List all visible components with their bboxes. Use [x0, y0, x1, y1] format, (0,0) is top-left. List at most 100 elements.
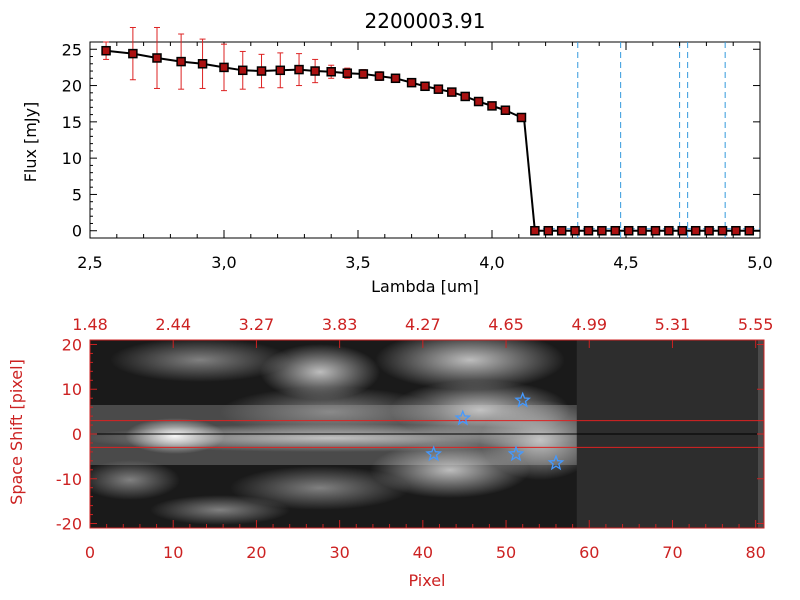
blob: [230, 466, 410, 510]
data-point: [570, 225, 580, 236]
data-point: [583, 225, 594, 236]
blob: [370, 442, 530, 498]
data-point: [406, 77, 417, 88]
top-tick-label: 4.65: [488, 315, 524, 334]
bottom-y-axis: -20 -10 0 10 20: [56, 335, 764, 534]
data-point: [219, 62, 229, 73]
top-y-axis-label: Flux [mJy]: [21, 102, 40, 183]
data-point: [664, 225, 674, 236]
reference-lines: [90, 420, 764, 448]
blob: [260, 344, 380, 400]
star-marker: [425, 445, 442, 462]
blob: [150, 495, 290, 525]
top-chart: 2200003.91 0 5 10 15 20 25 2,5 3,0 3,5 4,0 4,5 5,0…: [21, 9, 773, 296]
data-point: [358, 69, 369, 79]
x-tick-label: 0: [85, 543, 95, 562]
y-tick-label: 0: [72, 425, 82, 444]
data-point: [390, 73, 401, 84]
star-marker: [507, 445, 525, 462]
flux-line: [105, 49, 522, 119]
top-tick-label: 5.55: [738, 315, 774, 334]
data-point: [487, 101, 497, 111]
data-point: [447, 87, 457, 97]
data-point: [500, 105, 511, 115]
dashed-lines: [577, 42, 726, 238]
star-marker: [514, 391, 531, 408]
data-point: [650, 225, 661, 236]
blob: [375, 340, 565, 390]
top-tick-label: 2.44: [155, 315, 191, 334]
data-point: [623, 225, 634, 236]
data-point: [433, 84, 444, 94]
y-tick-label: 20: [62, 335, 82, 354]
x-tick-label: 60: [579, 543, 599, 562]
x-tick-label: 20: [246, 543, 266, 562]
blob: [110, 340, 290, 382]
x-tick-label: 4,0: [479, 253, 504, 272]
data-point: [543, 225, 554, 236]
data-point: [342, 68, 353, 78]
x-tick-label: 3,5: [345, 253, 370, 272]
x-tick-label: 5,0: [747, 253, 772, 272]
star-marker: [454, 409, 472, 426]
bottom-chart: -20 -10 0 10 20 0 10 20 30 40 50 60 70 80 1.48 2.44 3.…: [7, 315, 773, 590]
x-tick-label: 70: [662, 543, 682, 562]
data-point: [256, 66, 267, 76]
flux-drop-line: [523, 119, 536, 231]
star-markers: [425, 391, 565, 471]
x-tick-label: 30: [329, 543, 349, 562]
data-point: [420, 81, 430, 92]
data-point: [310, 66, 320, 76]
top-x-axis: 2,5 3,0 3,5 4,0 4,5 5,0: [77, 42, 773, 272]
data-point: [516, 112, 527, 123]
y-tick-label: 25: [62, 40, 82, 59]
top-tick-label: 1.48: [72, 315, 108, 334]
data-point: [717, 225, 728, 236]
y-tick-label: 10: [62, 380, 82, 399]
bottom-top-axis: 1.48 2.44 3.27 3.83 4.27 4.65 4.99 5.31 5.55: [72, 315, 773, 348]
y-tick-label: -10: [56, 470, 82, 489]
data-point: [128, 48, 138, 59]
bottom-x-axis-label: Pixel: [408, 571, 445, 590]
data-point: [152, 53, 162, 63]
y-tick-label: 15: [62, 113, 82, 132]
top-x-axis-label: Lambda [um]: [371, 277, 479, 296]
flux-series: [101, 26, 760, 236]
x-tick-label: 40: [413, 543, 433, 562]
data-point: [704, 225, 714, 236]
top-chart-title: 2200003.91: [365, 9, 486, 33]
top-tick-label: 4.27: [405, 315, 441, 334]
data-point: [637, 225, 647, 236]
top-tick-label: 5.31: [655, 315, 691, 334]
data-point: [460, 91, 470, 102]
data-point: [374, 71, 385, 81]
x-tick-label: 4,5: [613, 253, 638, 272]
data-point: [275, 65, 286, 76]
data-point: [530, 225, 540, 236]
data-point: [197, 59, 208, 69]
data-point: [731, 225, 741, 236]
bottom-y-axis-label: Space Shift [pixel]: [7, 359, 26, 505]
star-marker: [547, 454, 565, 471]
spectrum-image: [90, 340, 764, 528]
data-point: [473, 96, 484, 107]
data-point: [677, 225, 688, 236]
data-point: [326, 67, 336, 77]
y-tick-label: 5: [72, 185, 82, 204]
x-tick-label: 80: [745, 543, 765, 562]
data-point: [294, 64, 304, 75]
trace-core: [125, 418, 225, 454]
top-y-axis: 0 5 10 15 20 25: [62, 40, 760, 241]
data-point: [238, 65, 248, 76]
data-point: [176, 56, 186, 67]
x-tick-label: 50: [496, 543, 516, 562]
x-tick-label: 3,0: [211, 253, 236, 272]
data-point: [690, 225, 701, 236]
data-point: [744, 225, 755, 236]
data-point: [610, 225, 621, 236]
bottom-x-axis: 0 10 20 30 40 50 60 70 80: [85, 520, 766, 562]
data-point: [101, 45, 111, 56]
y-tick-label: 0: [72, 222, 82, 241]
top-tick-label: 3.83: [322, 315, 358, 334]
